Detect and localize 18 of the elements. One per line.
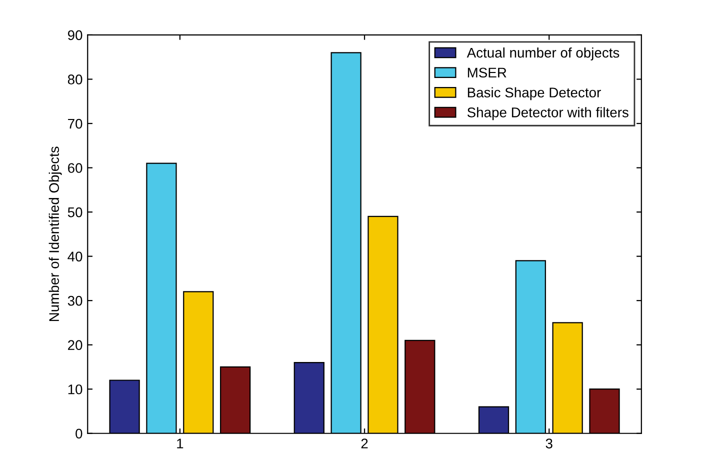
x-tick-label: 2: [361, 438, 368, 448]
legend-label: Basic Shape Detector: [468, 87, 601, 100]
legend-label: Actual number of objects: [466, 47, 620, 60]
y-tick-label: 50: [68, 207, 82, 218]
y-tick-label: 20: [68, 340, 82, 350]
y-tick-label: 60: [68, 163, 82, 173]
y-tick-label: 0: [76, 428, 82, 439]
y-tick-label: 30: [68, 296, 82, 306]
x-tick-label: 3: [546, 438, 552, 448]
y-tick-label: 40: [68, 252, 82, 262]
y-tick-label: 90: [68, 30, 82, 40]
y-tick-label: 70: [68, 118, 82, 129]
y-tick-label: 10: [68, 384, 82, 394]
x-tick-label: 1: [177, 438, 184, 448]
legend-label: Shape Detector with filters: [467, 107, 628, 120]
legend-label: MSER: [468, 68, 506, 78]
y-tick-label: 80: [68, 74, 82, 84]
y-axis-title: Number of Identified Objects: [48, 146, 62, 322]
